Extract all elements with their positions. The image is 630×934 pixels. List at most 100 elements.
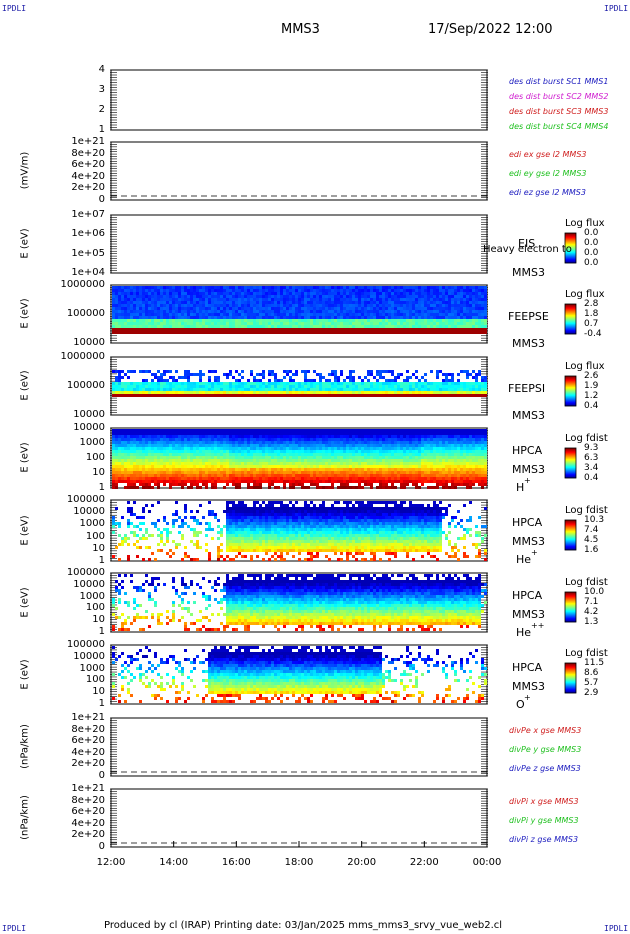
spectrogram-cell	[334, 435, 337, 438]
spectrogram-cell	[286, 465, 289, 468]
spectrogram-cell	[481, 385, 484, 388]
spectrogram-cell	[358, 322, 361, 325]
spectrogram-cell	[241, 480, 244, 483]
spectrogram-cell	[178, 388, 181, 391]
spectrogram-cell	[373, 480, 376, 483]
spectrogram-cell	[439, 316, 442, 319]
spectrogram-cell	[238, 459, 241, 462]
spectrogram-cell	[238, 462, 241, 465]
spectrogram-cell	[265, 453, 268, 456]
spectrogram-cell	[394, 295, 397, 298]
spectrogram-cell	[169, 370, 172, 373]
spectrogram-cell	[292, 292, 295, 295]
spectrogram-cell	[112, 453, 115, 456]
spectrogram-cell	[442, 394, 445, 397]
spectrogram-cell	[229, 298, 232, 301]
spectrogram-cell	[370, 286, 373, 289]
spectrogram-cell	[358, 483, 361, 486]
spectrogram-cell	[130, 429, 133, 432]
spectrogram-cell	[466, 331, 469, 334]
spectrogram-cell	[343, 379, 346, 382]
spectrogram-cell	[436, 373, 439, 376]
spectrogram-cell	[331, 286, 334, 289]
spectrogram-cell	[385, 304, 388, 307]
spectrogram-cell	[415, 322, 418, 325]
spectrogram-cell	[118, 388, 121, 391]
spectrogram-cell	[136, 331, 139, 334]
spectrogram-cell	[235, 295, 238, 298]
colorbar-step	[565, 379, 576, 381]
spectrogram-cell	[301, 328, 304, 331]
colorbar-step	[565, 326, 576, 328]
spectrogram-cell	[187, 328, 190, 331]
spectrogram-cell	[154, 468, 157, 471]
spectrogram-cell	[304, 316, 307, 319]
spectrogram-cell	[166, 441, 169, 444]
spectrogram-cell	[322, 289, 325, 292]
spectrogram-cell	[226, 450, 229, 453]
spectrogram-cell	[478, 322, 481, 325]
spectrogram-cell	[331, 373, 334, 376]
spectrogram-cell	[430, 370, 433, 373]
spectrogram-cell	[280, 453, 283, 456]
spectrogram-cell	[250, 453, 253, 456]
spectrogram-cell	[232, 301, 235, 304]
spectrogram-cell	[160, 298, 163, 301]
spectrogram-cell	[373, 313, 376, 316]
spectrogram-cell	[340, 391, 343, 394]
spectrogram-cell	[166, 477, 169, 480]
colorbar-step	[565, 395, 576, 397]
spectrogram-cell	[307, 298, 310, 301]
spectrogram-cell	[256, 307, 259, 310]
spectrogram-cell	[346, 447, 349, 450]
spectrogram-cell	[376, 447, 379, 450]
spectrogram-cell	[271, 438, 274, 441]
spectrogram-cell	[142, 385, 145, 388]
spectrogram-cell	[298, 295, 301, 298]
spectrogram-cell	[226, 382, 229, 385]
spectrogram-cell	[157, 292, 160, 295]
spectrogram-cell	[481, 328, 484, 331]
spectrogram-cell	[259, 465, 262, 468]
spectrogram-cell	[229, 310, 232, 313]
spectrogram-cell	[475, 304, 478, 307]
spectrogram-cell	[268, 483, 271, 486]
spectrogram-cell	[118, 456, 121, 459]
spectrogram-cell	[358, 289, 361, 292]
spectrogram-cell	[229, 477, 232, 480]
spectrogram-cell	[334, 382, 337, 385]
spectrogram-cell	[283, 465, 286, 468]
spectrogram-cell	[112, 385, 115, 388]
spectrogram-cell	[430, 292, 433, 295]
spectrogram-cell	[220, 307, 223, 310]
spectrogram-cell	[454, 289, 457, 292]
spectrogram-cell	[223, 304, 226, 307]
spectrogram-cell	[274, 298, 277, 301]
spectrogram-cell	[394, 310, 397, 313]
spectrogram-cell	[406, 331, 409, 334]
spectrogram-cell	[277, 322, 280, 325]
spectrogram-cell	[280, 441, 283, 444]
spectrogram-cell	[154, 459, 157, 462]
spectrogram-cell	[154, 394, 157, 397]
spectrogram-cell	[337, 289, 340, 292]
spectrogram-cell	[328, 316, 331, 319]
spectrogram-cell	[316, 474, 319, 477]
spectrogram-cell	[403, 391, 406, 394]
spectrogram-cell	[358, 313, 361, 316]
spectrogram-cell	[136, 486, 139, 489]
spectrogram-cell	[256, 444, 259, 447]
spectrogram-cell	[127, 394, 130, 397]
spectrogram-cell	[376, 373, 379, 376]
spectrogram-cell	[469, 301, 472, 304]
spectrogram-cell	[166, 382, 169, 385]
spectrogram-cell	[394, 328, 397, 331]
spectrogram-cell	[226, 391, 229, 394]
colorbar-step	[565, 311, 576, 313]
spectrogram-cell	[322, 304, 325, 307]
spectrogram-cell	[316, 450, 319, 453]
spectrogram-cell	[271, 459, 274, 462]
spectrogram-cell	[115, 325, 118, 328]
spectrogram-cell	[340, 441, 343, 444]
spectrogram-cell	[337, 295, 340, 298]
